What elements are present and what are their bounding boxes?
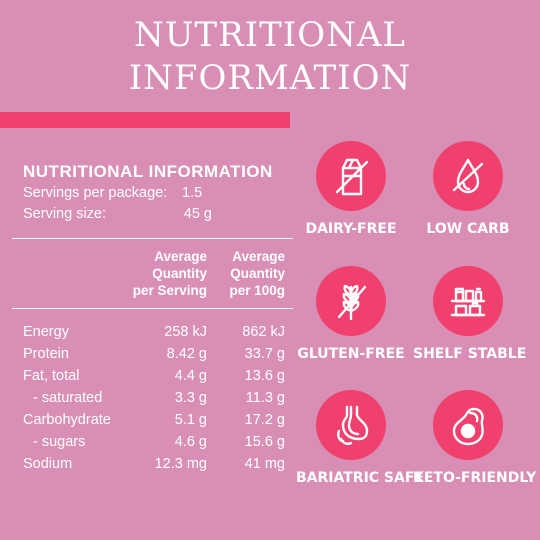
column-header-line: Quantity <box>152 266 207 281</box>
serving-size-label: Serving size: <box>23 206 107 222</box>
table-row-energy: Energy 258 kJ 862 kJ <box>0 324 295 346</box>
table-row-saturated: - saturated 3.3 g 11.3 g <box>0 390 295 412</box>
divider-bottom <box>12 308 293 309</box>
row-per-100g: 862 kJ <box>242 324 285 340</box>
row-per-serving: 12.3 mg <box>154 456 207 472</box>
row-label: Carbohydrate <box>23 412 111 428</box>
row-per-serving: 4.6 g <box>174 434 207 450</box>
table-row-fat-total: Fat, total 4.4 g 13.6 g <box>0 368 295 390</box>
row-label: - sugars <box>33 434 86 450</box>
row-per-100g: 13.6 g <box>244 368 285 384</box>
row-per-100g: 11.3 g <box>245 390 285 406</box>
column-header-line: Quantity <box>230 266 285 281</box>
row-label: Protein <box>23 346 69 362</box>
row-per-100g: 15.6 g <box>244 434 285 450</box>
wheat-crossed-icon <box>316 266 386 336</box>
badge-label: SHELF STABLE <box>413 346 527 362</box>
row-per-100g: 33.7 g <box>244 346 285 362</box>
badge-gluten-free: GLUTEN-FREE <box>296 266 406 362</box>
row-per-100g: 41 mg <box>244 456 285 472</box>
drop-crossed-icon <box>433 141 503 211</box>
badge-bariatric-safe: BARIATRIC SAFE <box>296 390 424 486</box>
avocado-icon <box>433 390 503 460</box>
badge-dairy-free: DAIRY-FREE <box>296 141 406 237</box>
badge-label: DAIRY-FREE <box>305 221 397 237</box>
heading-line-1: NUTRITIONAL <box>134 15 406 55</box>
table-row-protein: Protein 8.42 g 33.7 g <box>0 346 295 368</box>
table-row-sodium: Sodium 12.3 mg 41 mg <box>0 456 295 478</box>
row-label: Fat, total <box>23 368 80 384</box>
badge-label: KETO-FRIENDLY <box>413 470 537 486</box>
serving-size-value: 45 g <box>183 206 212 222</box>
badge-low-carb: LOW CARB <box>413 141 523 237</box>
stomach-icon <box>316 390 386 460</box>
pantry-shelf-icon <box>433 266 503 336</box>
badge-label: LOW CARB <box>426 221 510 237</box>
accent-bar <box>0 112 290 128</box>
heading-line-2: INFORMATION <box>128 58 412 98</box>
badge-label: BARIATRIC SAFE <box>296 470 424 486</box>
servings-label: Servings per package: <box>23 185 168 201</box>
table-row-carbohydrate: Carbohydrate 5.1 g 17.2 g <box>0 412 295 434</box>
row-per-serving: 3.3 g <box>174 390 207 406</box>
divider-top <box>12 238 293 239</box>
column-header-line: Average <box>232 249 285 264</box>
badge-label: GLUTEN-FREE <box>297 346 405 362</box>
column-header-line: per Serving <box>132 283 207 298</box>
row-per-serving: 258 kJ <box>164 324 207 340</box>
row-per-100g: 17.2 g <box>244 412 285 428</box>
panel-title: NUTRITIONAL INFORMATION <box>23 162 273 181</box>
badge-shelf-stable: SHELF STABLE <box>413 266 527 362</box>
row-per-serving: 4.4 g <box>174 368 207 384</box>
row-label: Sodium <box>23 456 73 472</box>
row-per-serving: 8.42 g <box>166 346 207 362</box>
milk-carton-crossed-icon <box>316 141 386 211</box>
table-row-sugars: - sugars 4.6 g 15.6 g <box>0 434 295 456</box>
column-header-per-serving: Average Quantity per Serving <box>127 248 207 299</box>
column-header-line: Average <box>154 249 207 264</box>
row-label: Energy <box>23 324 69 340</box>
badge-keto-friendly: KETO-FRIENDLY <box>413 390 537 486</box>
row-label: - saturated <box>33 390 103 406</box>
column-header-line: per 100g <box>229 283 285 298</box>
row-per-serving: 5.1 g <box>174 412 207 428</box>
column-header-per-100g: Average Quantity per 100g <box>205 248 285 299</box>
servings-value: 1.5 <box>182 185 203 201</box>
